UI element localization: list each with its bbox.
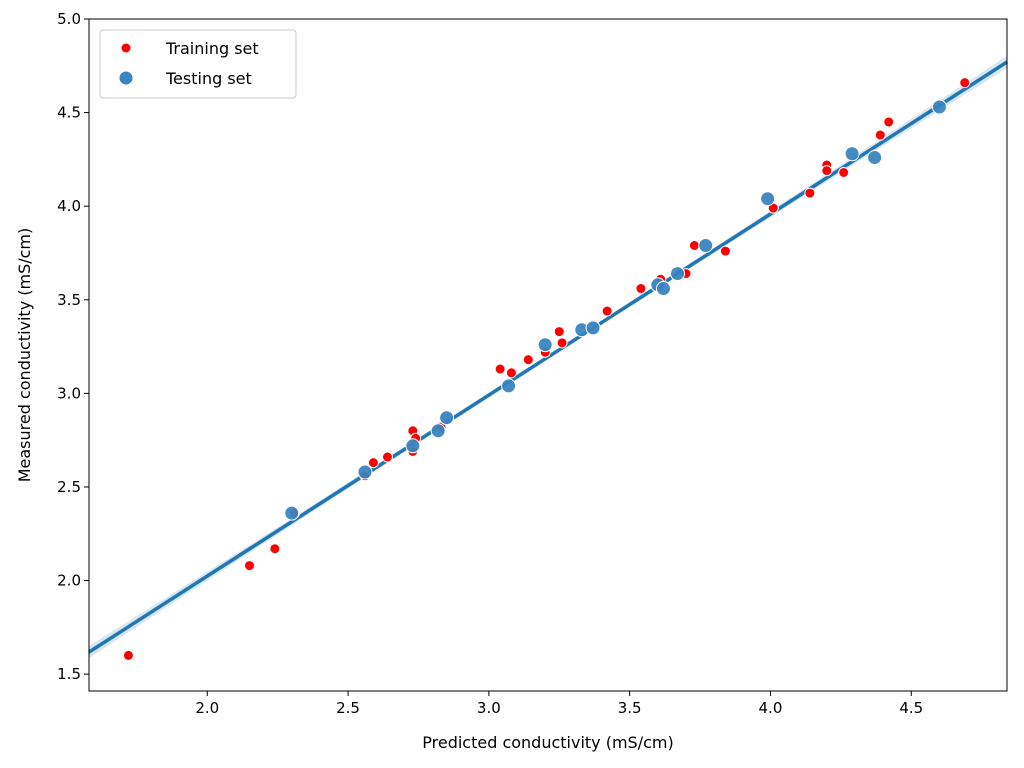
y-tick-label: 4.0 bbox=[57, 197, 81, 215]
training-point bbox=[804, 187, 816, 199]
training-points bbox=[122, 77, 971, 661]
legend-training-marker bbox=[120, 42, 132, 54]
legend: Training set Testing set bbox=[99, 29, 297, 99]
training-point bbox=[244, 560, 256, 572]
training-point bbox=[821, 165, 833, 177]
training-point bbox=[635, 283, 647, 295]
y-axis-ticks: 1.5 2.0 2.5 3.0 3.5 4.0 4.5 5.0 bbox=[57, 10, 89, 683]
y-tick-label: 3.0 bbox=[57, 384, 81, 402]
x-tick-label: 4.0 bbox=[759, 699, 783, 717]
legend-testing-label: Testing set bbox=[165, 69, 252, 88]
legend-testing-marker bbox=[118, 70, 134, 86]
legend-training-label: Training set bbox=[165, 39, 259, 58]
testing-point bbox=[698, 237, 714, 253]
training-point bbox=[601, 305, 613, 317]
x-axis-ticks: 2.0 2.5 3.0 3.5 4.0 4.5 bbox=[195, 691, 923, 717]
training-point bbox=[122, 649, 134, 661]
training-point bbox=[883, 116, 895, 128]
testing-point bbox=[439, 410, 455, 426]
training-point bbox=[688, 239, 700, 251]
x-tick-label: 2.5 bbox=[336, 699, 360, 717]
training-point bbox=[553, 326, 565, 338]
training-point bbox=[556, 337, 568, 349]
legend-box bbox=[99, 29, 297, 99]
x-tick-label: 2.0 bbox=[195, 699, 219, 717]
testing-points bbox=[284, 99, 947, 521]
training-point bbox=[522, 354, 534, 366]
training-point bbox=[874, 129, 886, 141]
training-point bbox=[367, 457, 379, 469]
y-tick-label: 5.0 bbox=[57, 10, 81, 28]
testing-point bbox=[760, 191, 776, 207]
training-point bbox=[838, 166, 850, 178]
testing-point bbox=[655, 281, 671, 297]
testing-point bbox=[430, 423, 446, 439]
training-point bbox=[269, 543, 281, 555]
training-point bbox=[719, 245, 731, 257]
testing-point bbox=[585, 320, 601, 336]
y-tick-label: 4.5 bbox=[57, 104, 81, 122]
y-tick-label: 2.0 bbox=[57, 572, 81, 590]
testing-point bbox=[501, 378, 517, 394]
training-point bbox=[505, 367, 517, 379]
x-axis-label: Predicted conductivity (mS/cm) bbox=[422, 733, 673, 752]
x-tick-label: 3.5 bbox=[618, 699, 642, 717]
plot-frame bbox=[88, 18, 1008, 692]
training-point bbox=[959, 77, 971, 89]
x-tick-label: 4.5 bbox=[899, 699, 923, 717]
y-tick-label: 3.5 bbox=[57, 291, 81, 309]
y-axis-label: Measured conductivity (mS/cm) bbox=[15, 228, 34, 483]
y-tick-label: 2.5 bbox=[57, 478, 81, 496]
testing-point bbox=[931, 99, 947, 115]
testing-point bbox=[537, 337, 553, 353]
testing-point bbox=[867, 150, 883, 166]
testing-point bbox=[357, 464, 373, 480]
training-point bbox=[494, 363, 506, 375]
x-tick-label: 3.0 bbox=[477, 699, 501, 717]
testing-point bbox=[284, 505, 300, 521]
testing-point bbox=[844, 146, 860, 162]
testing-point bbox=[670, 266, 686, 282]
testing-point bbox=[405, 438, 421, 454]
training-point bbox=[381, 451, 393, 463]
y-tick-label: 1.5 bbox=[57, 665, 81, 683]
